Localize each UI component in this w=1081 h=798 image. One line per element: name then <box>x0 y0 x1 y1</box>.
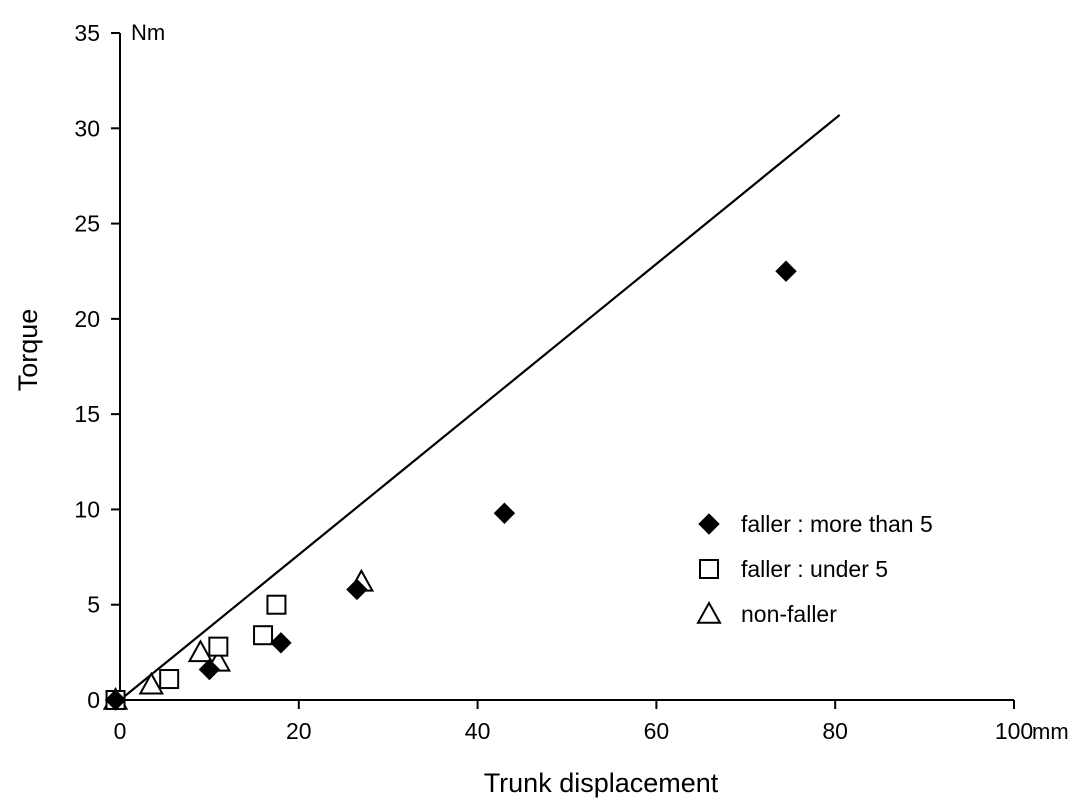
x-tick-label: 80 <box>822 718 848 744</box>
data-point <box>138 671 164 695</box>
data-point <box>198 658 221 681</box>
trend-line <box>119 114 841 701</box>
data-point <box>159 669 180 690</box>
legend-label: non-faller <box>741 601 837 627</box>
x-ticks: 0 20 40 60 80 100 <box>114 700 1033 744</box>
series-2 <box>102 568 375 710</box>
data-point <box>270 632 292 654</box>
y-ticks: 0 5 10 15 20 25 30 35 <box>74 20 120 713</box>
data-point <box>253 625 274 646</box>
y-axis-title: Torque <box>13 309 43 392</box>
legend-label: faller : under 5 <box>741 556 888 582</box>
y-tick-label: 0 <box>87 687 100 713</box>
x-tick-label: 40 <box>465 718 491 744</box>
data-point <box>775 260 797 282</box>
data-point <box>346 578 368 601</box>
y-tick-label: 5 <box>87 592 100 618</box>
x-tick-label: 0 <box>114 718 127 744</box>
legend: faller : more than 5 faller : under 5 non-… <box>696 511 933 627</box>
data-point <box>208 636 229 657</box>
y-unit-label: Nm <box>131 20 165 45</box>
series-0 <box>104 260 797 711</box>
y-tick-label: 20 <box>74 306 100 332</box>
data-point <box>187 639 214 663</box>
legend-label: faller : more than 5 <box>741 511 933 537</box>
y-tick-label: 35 <box>74 20 100 46</box>
x-tick-label: 100 <box>995 718 1033 744</box>
x-axis-title: Trunk displacement <box>484 768 719 798</box>
legend-marker <box>699 559 719 579</box>
x-tick-label: 60 <box>644 718 670 744</box>
data-point <box>266 594 287 615</box>
data-point <box>493 502 516 524</box>
y-tick-label: 10 <box>74 496 100 522</box>
y-tick-label: 15 <box>74 401 100 427</box>
y-tick-label: 25 <box>74 211 100 237</box>
legend-marker <box>696 600 722 624</box>
data-point <box>104 689 127 711</box>
y-tick-label: 30 <box>74 115 100 141</box>
x-unit-label: mm <box>1032 719 1069 744</box>
data-points <box>102 260 797 711</box>
legend-marker <box>698 513 720 535</box>
x-tick-label: 20 <box>286 718 312 744</box>
axes <box>119 33 1014 701</box>
